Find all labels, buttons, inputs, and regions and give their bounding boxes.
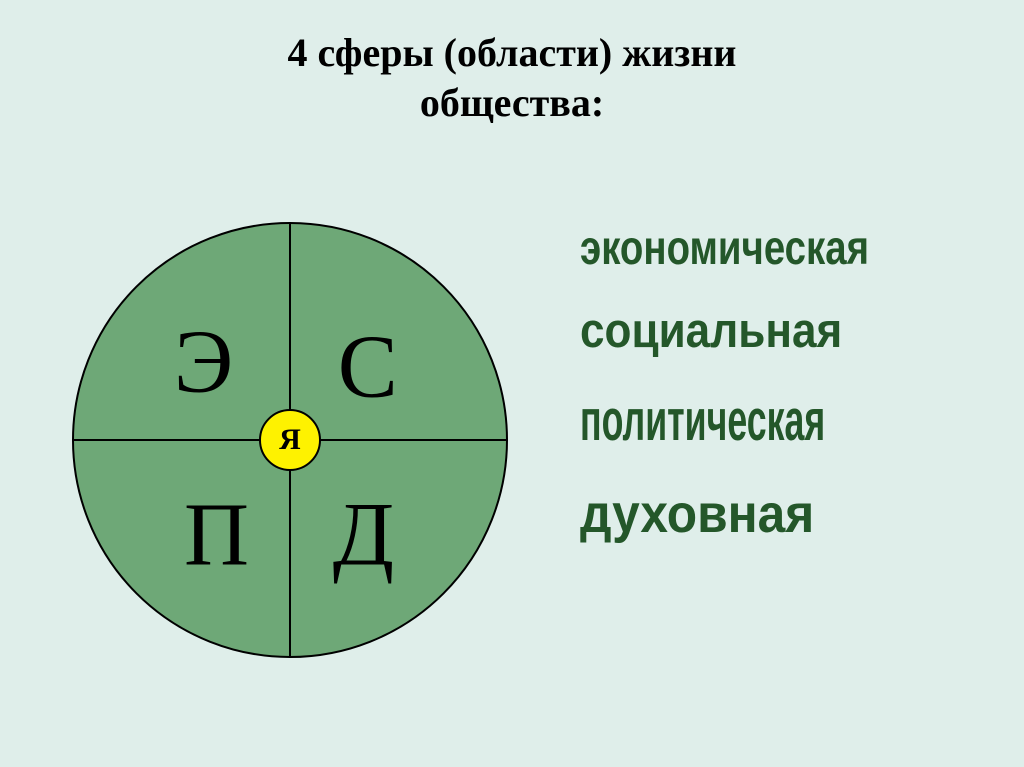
sphere-list: экономическая социальная политическая духов… bbox=[580, 225, 941, 541]
page-title: 4 сферы (области) жизни общества: bbox=[0, 28, 1024, 128]
quadrant-top-left: Э bbox=[174, 311, 233, 414]
sphere-label-3: духовная bbox=[580, 487, 912, 541]
title-line-2: общества: bbox=[0, 78, 1024, 128]
center-circle: Я bbox=[259, 409, 321, 471]
quadrant-bottom-left: П bbox=[184, 484, 249, 587]
sphere-label-2: политическая bbox=[580, 390, 855, 449]
spheres-diagram: Э С П Д Я bbox=[72, 222, 508, 658]
sphere-label-0: экономическая bbox=[580, 225, 869, 273]
title-line-1: 4 сферы (области) жизни bbox=[0, 28, 1024, 78]
center-letter: Я bbox=[279, 423, 301, 457]
quadrant-bottom-right: Д bbox=[333, 484, 394, 587]
sphere-label-1: социальная bbox=[580, 307, 905, 356]
main-circle: Э С П Д Я bbox=[72, 222, 508, 658]
quadrant-top-right: С bbox=[338, 315, 398, 418]
